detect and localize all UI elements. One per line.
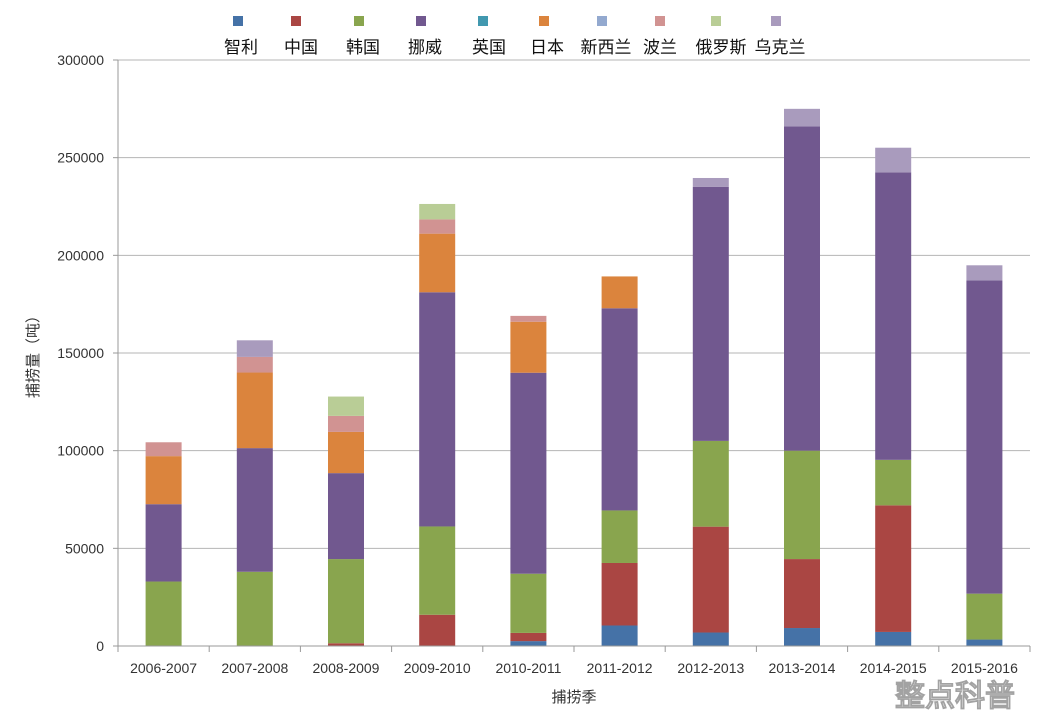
bar-segment-2-8 — [875, 459, 912, 506]
bar-segment-3-5 — [601, 308, 638, 511]
bar-segment-9-6 — [692, 177, 729, 187]
bar-segment-1-8 — [875, 505, 912, 632]
x-tick-label: 2008-2009 — [313, 660, 380, 676]
bars — [145, 108, 1003, 646]
legend-label: 俄罗斯 — [696, 38, 747, 58]
legend-swatch — [771, 16, 781, 26]
axes — [113, 59, 1031, 652]
bar-segment-3-0 — [145, 504, 182, 582]
legend-swatch — [233, 16, 243, 26]
bar-segment-2-3 — [419, 526, 456, 615]
bar-segment-0-7 — [784, 628, 820, 646]
x-tick-label: 2012-2013 — [677, 660, 744, 676]
legend-label: 新西兰 — [581, 38, 632, 58]
legend-label: 英国 — [472, 38, 506, 58]
bar-segment-9-7 — [784, 108, 820, 127]
y-tick-label: 300000 — [57, 52, 104, 68]
bar-segment-3-7 — [784, 126, 820, 451]
legend-label: 日本 — [530, 38, 564, 58]
bar-segment-7-1 — [236, 356, 273, 373]
legend-label: 韩国 — [346, 38, 380, 58]
bar-segment-8-3 — [419, 203, 456, 220]
bar-segment-1-7 — [784, 559, 820, 629]
bar-segment-7-3 — [419, 219, 456, 234]
y-tick-label: 50000 — [65, 540, 104, 556]
legend-label: 智利 — [224, 38, 258, 58]
y-tick-label: 250000 — [57, 150, 104, 166]
bar-segment-1-2 — [328, 643, 364, 646]
bar-segment-7-4 — [510, 315, 547, 322]
legend: 智利 中国 韩国 挪威 英国 日本 新西兰 波兰 俄罗斯 乌克兰 — [224, 16, 806, 58]
legend-swatch — [597, 16, 607, 26]
x-tick-label: 2015-2016 — [951, 660, 1018, 676]
legend-label: 乌克兰 — [755, 38, 806, 58]
y-axis-label: 捕捞量（吨） — [24, 308, 42, 398]
bar-segment-1-5 — [601, 562, 638, 626]
bar-segment-5-5 — [601, 276, 638, 309]
bar-segment-2-2 — [328, 559, 364, 644]
legend-swatch — [478, 16, 488, 26]
y-tick-label: 0 — [96, 638, 104, 654]
bar-segment-9-9 — [966, 265, 1003, 281]
bar-segment-5-2 — [328, 431, 364, 474]
x-tick-label: 2007-2008 — [221, 660, 288, 676]
bar-segment-1-4 — [510, 632, 547, 642]
y-tick-label: 200000 — [57, 247, 104, 263]
bar-segment-3-6 — [692, 186, 729, 441]
bar-segment-9-1 — [236, 340, 273, 357]
legend-swatch — [416, 16, 426, 26]
legend-swatch — [711, 16, 721, 26]
y-tick-label: 100000 — [57, 443, 104, 459]
bar-segment-3-2 — [328, 473, 364, 560]
bar-segment-5-4 — [510, 321, 547, 373]
bar-segment-2-0 — [145, 581, 182, 646]
bar-segment-1-6 — [692, 526, 729, 633]
x-tick-label: 2009-2010 — [404, 660, 471, 676]
bar-segment-3-3 — [419, 292, 456, 527]
bar-segment-2-9 — [966, 593, 1003, 640]
bar-segment-3-9 — [966, 280, 1003, 594]
bar-segment-0-8 — [875, 631, 912, 646]
bar-segment-2-4 — [510, 573, 547, 633]
x-tick-label: 2014-2015 — [860, 660, 927, 676]
legend-swatch — [291, 16, 301, 26]
bar-segment-1-3 — [419, 614, 456, 646]
bar-segment-9-8 — [875, 147, 912, 173]
bar-segment-0-6 — [692, 632, 729, 646]
bar-segment-0-4 — [510, 641, 547, 646]
x-tick-labels: 2006-2007 2007-2008 2008-2009 2009-2010 2010… — [130, 660, 1018, 676]
bar-segment-5-0 — [145, 456, 182, 505]
x-tick-label: 2006-2007 — [130, 660, 197, 676]
legend-swatch — [354, 16, 364, 26]
legend-swatch — [539, 16, 549, 26]
bar-segment-5-3 — [419, 233, 456, 293]
y-tick-labels: 0 50000 100000 150000 200000 250000 300000 — [57, 52, 104, 654]
bar-segment-2-5 — [601, 510, 638, 563]
bar-segment-7-2 — [328, 415, 364, 432]
x-tick-label: 2010-2011 — [495, 660, 561, 676]
bar-segment-5-1 — [236, 372, 273, 449]
bar-segment-2-1 — [236, 571, 273, 646]
legend-label: 波兰 — [643, 38, 677, 58]
bar-segment-3-4 — [510, 372, 547, 574]
legend-swatch — [655, 16, 665, 26]
bar-segment-3-8 — [875, 172, 912, 460]
y-tick-label: 150000 — [57, 345, 104, 361]
x-tick-label: 2011-2012 — [587, 660, 653, 676]
bar-segment-0-5 — [601, 625, 638, 646]
legend-label: 挪威 — [408, 38, 442, 58]
bar-segment-3-1 — [236, 448, 273, 572]
bar-segment-7-0 — [145, 442, 182, 457]
legend-label: 中国 — [284, 38, 318, 58]
bar-segment-0-9 — [966, 639, 1003, 646]
watermark: 整点科普 — [895, 679, 1015, 714]
bar-segment-2-6 — [692, 440, 729, 527]
x-tick-label: 2013-2014 — [769, 660, 836, 676]
bar-segment-8-2 — [328, 396, 364, 416]
bar-segment-2-7 — [784, 450, 820, 560]
x-axis-label: 捕捞季 — [551, 688, 596, 706]
